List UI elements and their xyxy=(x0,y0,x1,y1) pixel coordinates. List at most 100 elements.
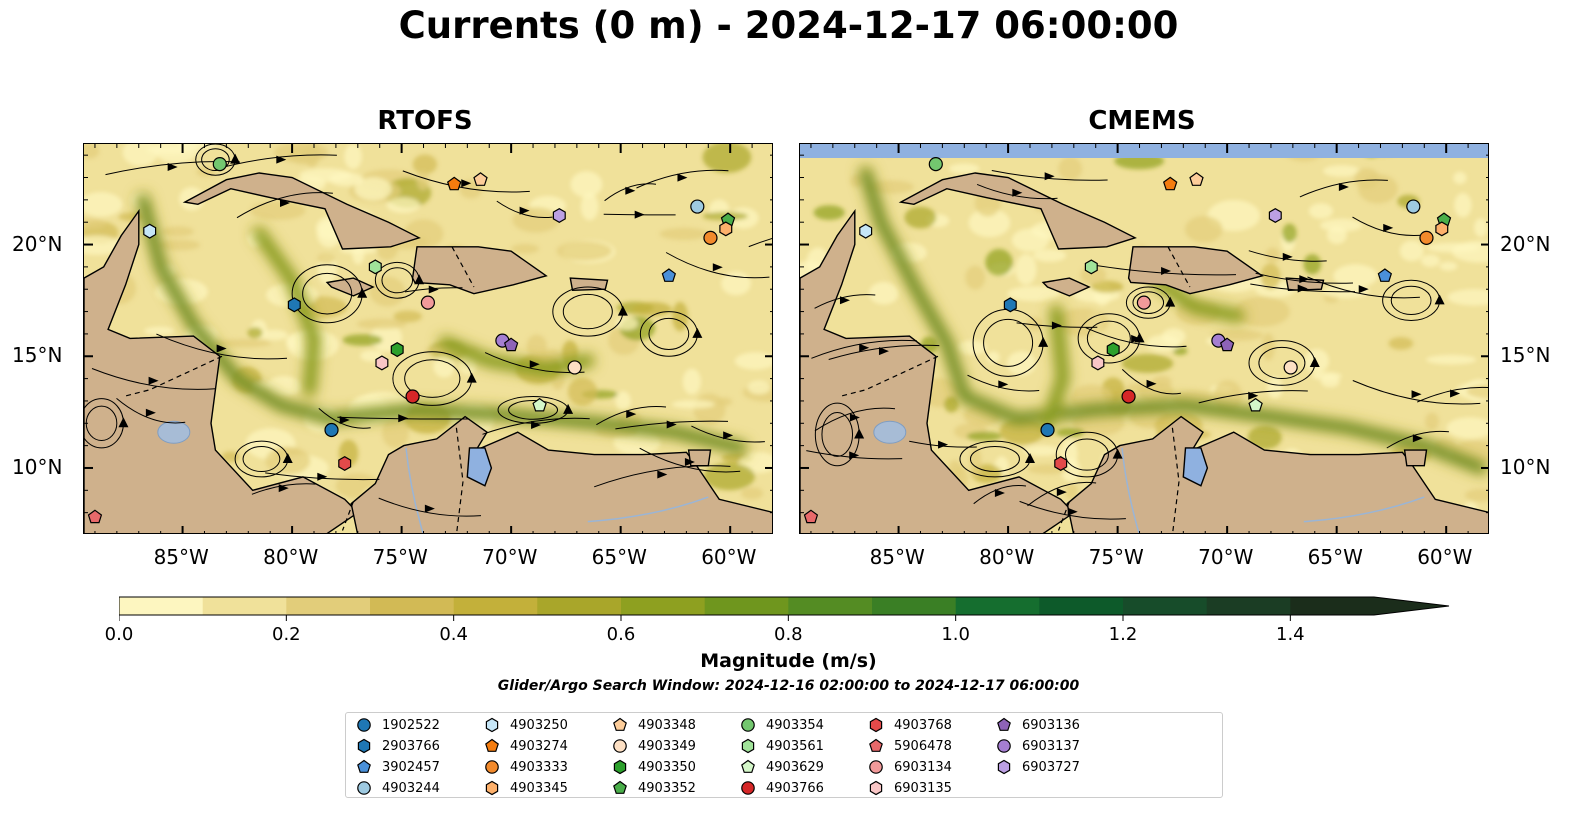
legend-item: 4903274 xyxy=(484,736,568,756)
float-marker-4903274[interactable] xyxy=(1162,176,1178,191)
legend-label: 6903135 xyxy=(894,780,952,796)
legend-item: 4903350 xyxy=(612,757,696,777)
colorbar xyxy=(119,596,1450,621)
float-marker-4903244[interactable] xyxy=(690,199,705,214)
legend-swatch xyxy=(741,781,755,795)
legend-swatch xyxy=(869,760,883,774)
colorbar-tick-label: 0.2 xyxy=(272,624,301,645)
float-marker-1902522[interactable] xyxy=(324,422,339,438)
colorbar-segment xyxy=(537,597,622,615)
float-marker-4903768[interactable] xyxy=(1054,456,1068,471)
float-marker-4903629[interactable] xyxy=(1248,397,1263,412)
float-marker-4903333[interactable] xyxy=(1419,230,1434,245)
float-marker-4903274[interactable] xyxy=(446,176,462,191)
float-marker-4903349[interactable] xyxy=(1283,360,1298,375)
float-marker-4903354[interactable] xyxy=(212,157,227,172)
colorbar-segment xyxy=(1123,597,1208,615)
float-marker-2903766[interactable] xyxy=(287,297,301,313)
y-tick-label-left: 15°N xyxy=(12,343,63,368)
float-marker-4903348[interactable] xyxy=(1189,172,1204,186)
float-marker-4903561[interactable] xyxy=(368,259,382,275)
legend-label: 1902522 xyxy=(382,717,440,733)
colorbar-segment xyxy=(1290,597,1375,615)
land-southAmerica xyxy=(350,415,772,533)
float-marker-4903350[interactable] xyxy=(1106,342,1120,358)
legend-item: 2903766 xyxy=(356,736,440,756)
land-cuba xyxy=(182,172,421,250)
float-marker-4903354[interactable] xyxy=(928,157,943,172)
legend-marker-pentagon-icon xyxy=(613,717,627,731)
colorbar-segment xyxy=(955,597,1040,615)
float-marker-3902457[interactable] xyxy=(1377,268,1393,282)
float-marker-4903348[interactable] xyxy=(473,172,488,186)
float-marker-4903250[interactable] xyxy=(143,223,157,239)
legend-item: 3902457 xyxy=(356,757,440,777)
float-marker-6903727[interactable] xyxy=(1268,208,1282,223)
legend-swatch xyxy=(485,738,499,752)
legend-item: 1902522 xyxy=(356,715,440,735)
float-marker-1902522[interactable] xyxy=(1040,422,1055,438)
x-tick-label-rtofs: 85°W xyxy=(153,545,209,569)
float-marker-4903561[interactable] xyxy=(1084,259,1098,275)
map-panel-cmems[interactable] xyxy=(799,143,1489,534)
land-puertoRico xyxy=(1285,277,1325,292)
float-marker-4903768[interactable] xyxy=(338,456,352,471)
float-marker-6903134[interactable] xyxy=(1136,295,1152,310)
map-panel-rtofs[interactable] xyxy=(83,143,773,534)
float-marker-6903727[interactable] xyxy=(552,208,566,223)
colorbar-segment xyxy=(202,597,287,615)
float-marker-5906478[interactable] xyxy=(87,509,103,524)
legend-marker-circle-icon xyxy=(869,760,883,774)
land-centralAmerica xyxy=(800,208,1075,533)
colorbar-segment xyxy=(1206,597,1291,615)
float-marker-4903333[interactable] xyxy=(703,230,718,245)
legend-marker-hexagon-icon xyxy=(869,717,883,733)
land-maracaibo xyxy=(466,447,493,487)
float-marker-2903766[interactable] xyxy=(1003,297,1017,313)
float-marker-5906478[interactable] xyxy=(803,509,819,524)
legend-swatch xyxy=(357,718,371,732)
land-southAmerica xyxy=(1066,415,1488,533)
legend-label: 5906478 xyxy=(894,738,952,754)
x-tick-label-cmems: 70°W xyxy=(1198,545,1254,569)
map-cmems xyxy=(800,144,1488,533)
colorbar-segment xyxy=(453,597,538,615)
float-marker-6903134[interactable] xyxy=(420,295,436,310)
float-marker-4903766[interactable] xyxy=(405,389,420,404)
legend-label: 6903136 xyxy=(1022,717,1080,733)
float-markers xyxy=(803,157,1452,524)
float-marker-6903135[interactable] xyxy=(375,355,389,371)
land-trinidad xyxy=(687,449,712,467)
colorbar-tick-label: 0.4 xyxy=(439,624,468,645)
float-legend: 1902522 2903766 3902457 4903244 4903250 49032… xyxy=(345,712,1223,798)
float-marker-4903244[interactable] xyxy=(1406,199,1421,214)
float-marker-4903349[interactable] xyxy=(567,360,582,375)
colorbar-tick-label: 0.6 xyxy=(606,624,636,645)
float-marker-6903136[interactable] xyxy=(1219,337,1235,352)
colorbar-segment xyxy=(621,597,706,615)
legend-item: 4903345 xyxy=(484,778,568,798)
float-marker-3902457[interactable] xyxy=(661,268,677,282)
legend-label: 4903350 xyxy=(638,759,696,775)
legend-label: 4903244 xyxy=(382,780,440,796)
float-marker-4903350[interactable] xyxy=(390,342,404,358)
colorbar-tick-label: 1.4 xyxy=(1276,624,1305,645)
river-magdalena xyxy=(1121,447,1140,533)
float-marker-4903345[interactable] xyxy=(719,221,733,237)
legend-label: 2903766 xyxy=(382,738,440,754)
legend-swatch xyxy=(741,738,755,754)
x-tick-label-rtofs: 65°W xyxy=(591,545,647,569)
legend-marker-pentagon-icon xyxy=(869,738,883,752)
legend-swatch xyxy=(357,738,371,754)
float-marker-6903135[interactable] xyxy=(1091,355,1105,371)
streamlines xyxy=(806,170,1488,520)
colorbar-segment xyxy=(119,597,204,615)
float-marker-4903345[interactable] xyxy=(1435,221,1449,237)
axis-ticks xyxy=(800,144,1488,533)
legend-label: 4903352 xyxy=(638,780,696,796)
legend-marker-pentagon-icon xyxy=(997,717,1011,731)
float-marker-6903136[interactable] xyxy=(503,337,519,352)
float-marker-4903629[interactable] xyxy=(532,397,547,412)
float-marker-4903250[interactable] xyxy=(859,223,873,239)
float-marker-4903766[interactable] xyxy=(1121,389,1136,404)
